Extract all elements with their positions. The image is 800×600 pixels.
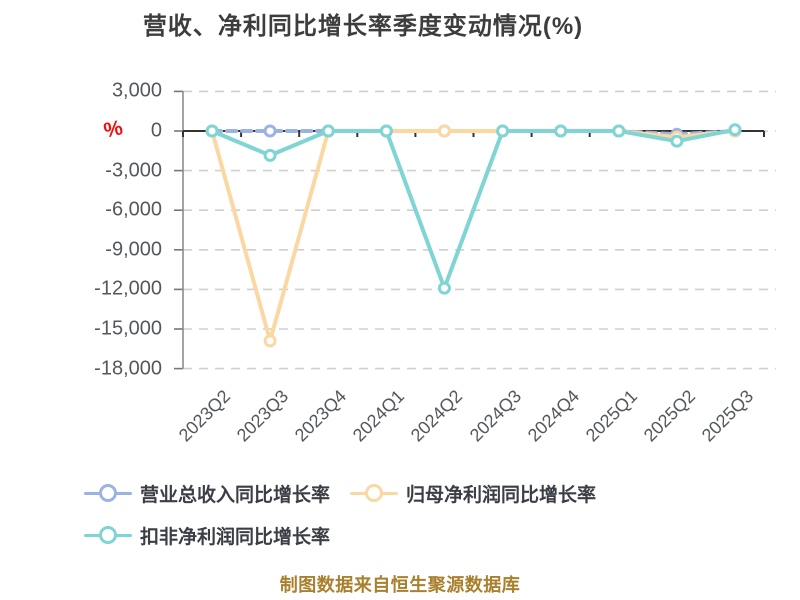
legend-item-net-profit-yoy[interactable]: 归母净利润同比增长率 — [350, 482, 597, 506]
data-point-non-gaap-net-profit-yoy-2024Q3 — [496, 124, 510, 138]
data-point-non-gaap-net-profit-yoy-2025Q3 — [728, 123, 742, 137]
line-marker-icon — [84, 525, 132, 545]
y-axis-tick-label: -15,000 — [94, 317, 162, 340]
data-point-non-gaap-net-profit-yoy-2023Q4 — [321, 124, 335, 138]
line-marker-icon — [350, 483, 398, 503]
data-point-non-gaap-net-profit-yoy-2024Q4 — [554, 124, 568, 138]
chart-title: 营收、净利同比增长率季度变动情况(%) — [142, 13, 584, 40]
data-point-net-profit-yoy-2023Q3 — [263, 334, 277, 348]
data-point-non-gaap-net-profit-yoy-2025Q1 — [612, 124, 626, 138]
data-point-revenue-yoy-2023Q3 — [263, 124, 277, 138]
series-line-net-profit-yoy — [210, 129, 737, 343]
data-point-non-gaap-net-profit-yoy-2023Q3 — [263, 148, 277, 162]
line-marker-icon — [84, 483, 132, 503]
y-axis-tick-label: -12,000 — [94, 277, 162, 300]
legend-circle — [99, 484, 117, 502]
legend-label: 归母净利润同比增长率 — [406, 484, 597, 506]
legend-circle — [99, 526, 117, 544]
y-axis-tick-label: -18,000 — [94, 357, 162, 380]
legend-label: 营业总收入同比增长率 — [140, 484, 331, 506]
series-line-non-gaap-net-profit-yoy — [210, 127, 737, 291]
legend-label: 扣非净利润同比增长率 — [140, 526, 331, 548]
data-point-non-gaap-net-profit-yoy-2024Q2 — [437, 281, 451, 295]
data-source-note: 制图数据来自恒生聚源数据库 — [279, 575, 521, 595]
data-point-non-gaap-net-profit-yoy-2024Q1 — [379, 124, 393, 138]
y-axis-tick-label: 0 — [150, 119, 162, 142]
y-axis-tick-label: 3,000 — [111, 79, 162, 102]
y-axis-tick-label: -3,000 — [105, 159, 162, 182]
data-point-non-gaap-net-profit-yoy-2023Q2 — [205, 124, 219, 138]
data-point-non-gaap-net-profit-yoy-2025Q2 — [670, 134, 684, 148]
legend-item-revenue-yoy[interactable]: 营业总收入同比增长率 — [84, 482, 331, 506]
y-axis-tick-label: -9,000 — [105, 238, 162, 261]
y-axis-tick-label: -6,000 — [105, 198, 162, 221]
legend-item-non-gaap-net-profit-yoy[interactable]: 扣非净利润同比增长率 — [84, 524, 331, 548]
legend-circle — [365, 484, 383, 502]
data-point-net-profit-yoy-2024Q2 — [437, 124, 451, 138]
